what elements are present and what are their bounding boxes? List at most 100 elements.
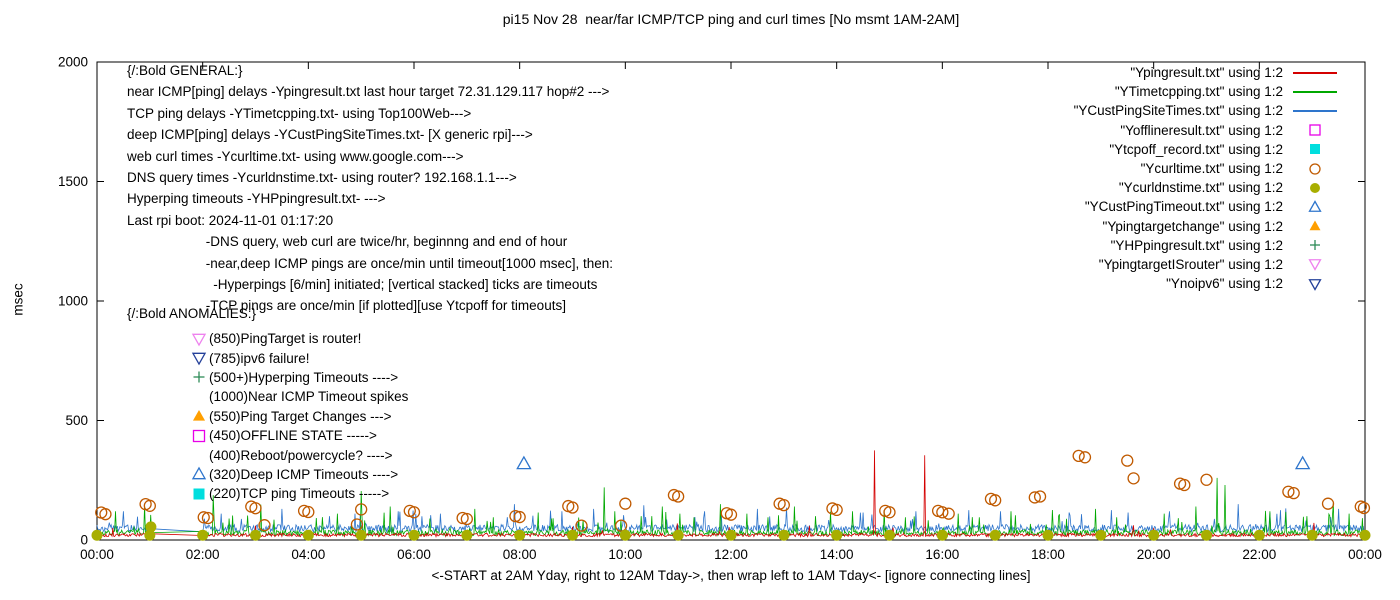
no-marker bbox=[189, 447, 209, 463]
legend-label: "Ynoipv6" using 1:2 bbox=[1166, 276, 1283, 292]
no-marker bbox=[189, 389, 209, 405]
anomaly-row: (400)Reboot/powercycle? ----> bbox=[127, 445, 408, 464]
y-tick-label: 1000 bbox=[58, 294, 88, 309]
chart-title: pi15 Nov 28 near/far ICMP/TCP ping and c… bbox=[502, 11, 960, 27]
legend-sample-icon bbox=[1292, 122, 1338, 138]
anomaly-text: (450)OFFLINE STATE -----> bbox=[209, 428, 377, 444]
general-line: DNS query times -Ycurldnstime.txt- using… bbox=[127, 170, 517, 186]
legend-label: "YTimetcpping.txt" using 1:2 bbox=[1114, 84, 1283, 100]
anomaly-text: (220)TCP ping Timeouts -----> bbox=[209, 486, 390, 502]
triangle-down-open-icon bbox=[189, 331, 209, 347]
legend-sample-icon bbox=[1292, 218, 1338, 234]
anomaly-text: (1000)Near ICMP Timeout spikes bbox=[209, 389, 409, 405]
general-line: near ICMP[ping] delays -Ypingresult.txt … bbox=[127, 84, 610, 100]
legend-label: "YCustPingTimeout.txt" using 1:2 bbox=[1084, 199, 1283, 215]
legend-row: "Ycurldnstime.txt" using 1:2 bbox=[1074, 178, 1338, 197]
x-tick-label: 18:00 bbox=[1031, 547, 1065, 562]
general-line: -DNS query, web curl are twice/hr, begin… bbox=[127, 234, 568, 250]
legend-row: "YCustPingTimeout.txt" using 1:2 bbox=[1074, 197, 1338, 216]
general-line: TCP ping delays -YTimetcpping.txt- using… bbox=[127, 105, 472, 121]
series-points bbox=[516, 455, 1311, 470]
legend-label: "Ypingtargetchange" using 1:2 bbox=[1102, 218, 1283, 234]
legend-label: "Ypingresult.txt" using 1:2 bbox=[1130, 65, 1283, 81]
legend-row: "YCustPingSiteTimes.txt" using 1:2 bbox=[1074, 101, 1338, 120]
x-tick-label: 22:00 bbox=[1242, 547, 1276, 562]
anomaly-row: (850)PingTarget is router! bbox=[127, 329, 408, 348]
anomaly-text: (850)PingTarget is router! bbox=[209, 331, 362, 347]
x-tick-label: 04:00 bbox=[291, 547, 325, 562]
y-tick-label: 500 bbox=[65, 413, 88, 428]
anomaly-row: (500+)Hyperping Timeouts ----> bbox=[127, 368, 408, 387]
legend-row: "Ynoipv6" using 1:2 bbox=[1074, 274, 1338, 293]
anomaly-row: (320)Deep ICMP Timeouts ----> bbox=[127, 465, 408, 484]
legend-row: "Ycurltime.txt" using 1:2 bbox=[1074, 159, 1338, 178]
square-filled-icon bbox=[189, 486, 209, 502]
legend: "Ypingresult.txt" using 1:2 "YTimetcpping… bbox=[1074, 63, 1338, 293]
legend-row: "YHPpingresult.txt" using 1:2 bbox=[1074, 236, 1338, 255]
anomaly-text: (320)Deep ICMP Timeouts ----> bbox=[209, 466, 399, 482]
x-tick-label: 12:00 bbox=[714, 547, 748, 562]
legend-row: "Ypingtargetchange" using 1:2 bbox=[1074, 217, 1338, 236]
x-tick-label: 08:00 bbox=[503, 547, 537, 562]
anomaly-text: (400)Reboot/powercycle? ----> bbox=[209, 447, 393, 463]
y-tick-label: 2000 bbox=[58, 55, 88, 70]
legend-label: "Ycurltime.txt" using 1:2 bbox=[1140, 161, 1283, 177]
series-line bbox=[96, 450, 1366, 538]
legend-label: "YHPpingresult.txt" using 1:2 bbox=[1110, 237, 1283, 253]
general-line: -near,deep ICMP pings are once/min until… bbox=[127, 255, 613, 271]
x-tick-label: 16:00 bbox=[925, 547, 959, 562]
anomaly-text: (500+)Hyperping Timeouts ----> bbox=[209, 369, 399, 385]
y-tick-label: 0 bbox=[80, 533, 88, 548]
series-line bbox=[96, 477, 1366, 538]
anomalies-title: {/:Bold ANOMALIES:} bbox=[127, 306, 257, 321]
x-tick-label: 00:00 bbox=[80, 547, 114, 562]
general-annotations: {/:Bold GENERAL:} near ICMP[ping] delays … bbox=[127, 60, 613, 317]
triangle-filled-icon bbox=[189, 408, 209, 424]
anomaly-row: (1000)Near ICMP Timeout spikes bbox=[127, 387, 408, 406]
x-tick-label: 00:00 bbox=[1348, 547, 1382, 562]
legend-sample-icon bbox=[1292, 276, 1338, 292]
plus-icon bbox=[189, 369, 209, 385]
legend-sample-icon bbox=[1292, 199, 1338, 215]
legend-row: "YpingtargetISrouter" using 1:2 bbox=[1074, 255, 1338, 274]
series-line bbox=[96, 504, 1366, 534]
legend-row: "YTimetcpping.txt" using 1:2 bbox=[1074, 82, 1338, 101]
series-points bbox=[91, 521, 1371, 541]
anomaly-row: (785)ipv6 failure! bbox=[127, 348, 408, 367]
anomalies-annotations: {/:Bold ANOMALIES:} (850)PingTarget is r… bbox=[127, 303, 408, 504]
x-tick-label: 06:00 bbox=[397, 547, 431, 562]
anomaly-row: (220)TCP ping Timeouts -----> bbox=[127, 484, 408, 503]
legend-label: "Ycurldnstime.txt" using 1:2 bbox=[1118, 180, 1283, 196]
legend-sample-icon bbox=[1292, 141, 1338, 157]
x-tick-label: 20:00 bbox=[1137, 547, 1171, 562]
anomaly-text: (550)Ping Target Changes ---> bbox=[209, 408, 392, 424]
general-line: deep ICMP[ping] delays -YCustPingSiteTim… bbox=[127, 127, 533, 143]
x-tick-label: 10:00 bbox=[608, 547, 642, 562]
anomaly-text: (785)ipv6 failure! bbox=[209, 350, 310, 366]
legend-row: "Ypingresult.txt" using 1:2 bbox=[1074, 63, 1338, 82]
legend-label: "Ytcpoff_record.txt" using 1:2 bbox=[1109, 141, 1283, 157]
x-tick-label: 02:00 bbox=[186, 547, 220, 562]
legend-sample-icon bbox=[1292, 65, 1338, 81]
legend-row: "Yofflineresult.txt" using 1:2 bbox=[1074, 121, 1338, 140]
legend-label: "YCustPingSiteTimes.txt" using 1:2 bbox=[1073, 103, 1283, 119]
anomaly-row: (450)OFFLINE STATE -----> bbox=[127, 426, 408, 445]
x-axis-label: <-START at 2AM Yday, right to 12AM Tday-… bbox=[431, 568, 1031, 583]
general-line: Last rpi boot: 2024-11-01 01:17:20 bbox=[127, 212, 334, 228]
y-tick-label: 1500 bbox=[58, 174, 88, 189]
y-axis-label: msec bbox=[10, 283, 26, 316]
series-points bbox=[95, 449, 1371, 532]
general-line: -TCP pings are once/min [if plotted][use… bbox=[127, 298, 566, 314]
triangle-open-icon bbox=[189, 466, 209, 482]
legend-sample-icon bbox=[1292, 161, 1338, 177]
general-line: -Hyperpings [6/min] initiated; [vertical… bbox=[127, 277, 598, 293]
legend-label: "YpingtargetISrouter" using 1:2 bbox=[1098, 256, 1283, 272]
triangle-down-open-icon bbox=[189, 350, 209, 366]
legend-sample-icon bbox=[1292, 237, 1338, 253]
legend-sample-icon bbox=[1292, 103, 1338, 119]
general-line: Hyperping timeouts -YHPpingresult.txt- -… bbox=[127, 191, 386, 207]
legend-sample-icon bbox=[1292, 180, 1338, 196]
square-open-icon bbox=[189, 428, 209, 444]
legend-row: "Ytcpoff_record.txt" using 1:2 bbox=[1074, 140, 1338, 159]
